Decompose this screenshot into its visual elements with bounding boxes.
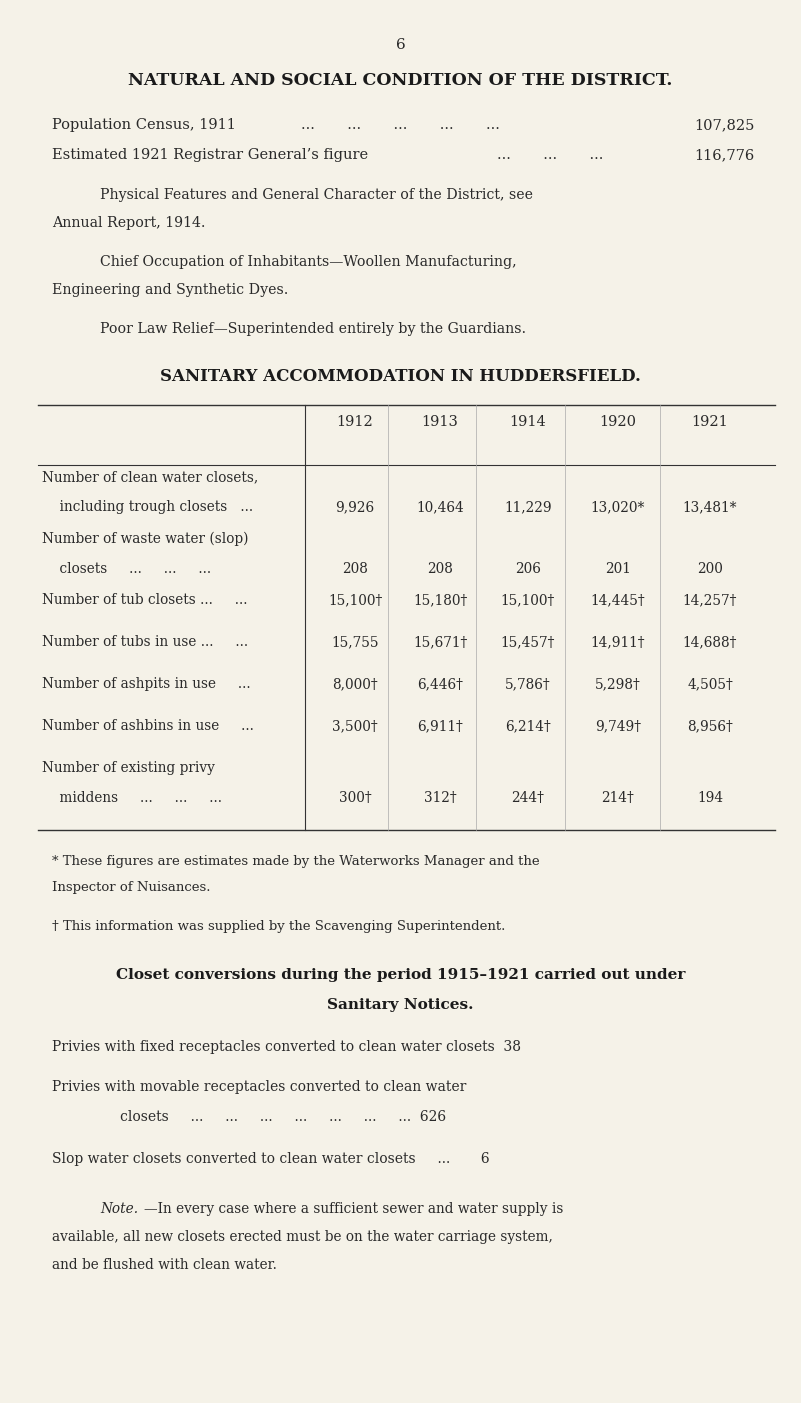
Text: 15,457†: 15,457† <box>501 636 555 650</box>
Text: 14,257†: 14,257† <box>682 593 737 607</box>
Text: 14,445†: 14,445† <box>590 593 646 607</box>
Text: Number of ashpits in use     ...: Number of ashpits in use ... <box>42 678 251 692</box>
Text: 1921: 1921 <box>691 415 728 429</box>
Text: 14,911†: 14,911† <box>591 636 646 650</box>
Text: and be flushed with clean water.: and be flushed with clean water. <box>52 1258 277 1273</box>
Text: Number of waste water (slop): Number of waste water (slop) <box>42 532 248 546</box>
Text: ...       ...       ...       ...       ...: ... ... ... ... ... <box>300 118 500 132</box>
Text: Chief Occupation of Inhabitants—Woollen Manufacturing,: Chief Occupation of Inhabitants—Woollen … <box>100 255 517 269</box>
Text: 14,688†: 14,688† <box>682 636 737 650</box>
Text: 4,505†: 4,505† <box>687 678 733 692</box>
Text: 3,500†: 3,500† <box>332 718 378 732</box>
Text: 6: 6 <box>396 38 405 52</box>
Text: 10,464: 10,464 <box>417 499 464 513</box>
Text: Privies with movable receptacles converted to clean water: Privies with movable receptacles convert… <box>52 1080 466 1094</box>
Text: 300†: 300† <box>339 791 372 805</box>
Text: * These figures are estimates made by the Waterworks Manager and the: * These figures are estimates made by th… <box>52 854 540 868</box>
Text: 11,229: 11,229 <box>504 499 552 513</box>
Text: 6,446†: 6,446† <box>417 678 463 692</box>
Text: 1912: 1912 <box>336 415 373 429</box>
Text: 8,000†: 8,000† <box>332 678 378 692</box>
Text: 107,825: 107,825 <box>694 118 755 132</box>
Text: 5,786†: 5,786† <box>505 678 551 692</box>
Text: Number of ashbins in use     ...: Number of ashbins in use ... <box>42 718 254 732</box>
Text: Estimated 1921 Registrar General’s figure: Estimated 1921 Registrar General’s figur… <box>52 147 368 161</box>
Text: 206: 206 <box>515 563 541 577</box>
Text: 13,020*: 13,020* <box>591 499 645 513</box>
Text: ...       ...       ...: ... ... ... <box>497 147 603 161</box>
Text: 244†: 244† <box>512 791 545 805</box>
Text: Sanitary Notices.: Sanitary Notices. <box>328 998 473 1012</box>
Text: Physical Features and General Character of the District, see: Physical Features and General Character … <box>100 188 533 202</box>
Text: 1914: 1914 <box>509 415 546 429</box>
Text: 9,749†: 9,749† <box>595 718 641 732</box>
Text: 15,671†: 15,671† <box>413 636 467 650</box>
Text: including trough closets   ...: including trough closets ... <box>42 499 253 513</box>
Text: Note.: Note. <box>100 1202 138 1216</box>
Text: 6,911†: 6,911† <box>417 718 463 732</box>
Text: middens     ...     ...     ...: middens ... ... ... <box>42 791 222 805</box>
Text: 15,180†: 15,180† <box>413 593 467 607</box>
Text: Engineering and Synthetic Dyes.: Engineering and Synthetic Dyes. <box>52 283 288 297</box>
Text: available, all new closets erected must be on the water carriage system,: available, all new closets erected must … <box>52 1230 553 1244</box>
Text: 5,298†: 5,298† <box>595 678 641 692</box>
Text: 13,481*: 13,481* <box>682 499 737 513</box>
Text: 6,214†: 6,214† <box>505 718 551 732</box>
Text: 208: 208 <box>427 563 453 577</box>
Text: Number of tub closets ...     ...: Number of tub closets ... ... <box>42 593 248 607</box>
Text: 200: 200 <box>697 563 723 577</box>
Text: Closet conversions during the period 1915–1921 carried out under: Closet conversions during the period 191… <box>116 968 685 982</box>
Text: Annual Report, 1914.: Annual Report, 1914. <box>52 216 206 230</box>
Text: 15,755: 15,755 <box>332 636 379 650</box>
Text: closets     ...     ...     ...: closets ... ... ... <box>42 563 211 577</box>
Text: 312†: 312† <box>424 791 457 805</box>
Text: 208: 208 <box>342 563 368 577</box>
Text: 116,776: 116,776 <box>694 147 755 161</box>
Text: 1913: 1913 <box>421 415 458 429</box>
Text: 15,100†: 15,100† <box>501 593 555 607</box>
Text: Number of tubs in use ...     ...: Number of tubs in use ... ... <box>42 636 248 650</box>
Text: 15,100†: 15,100† <box>328 593 382 607</box>
Text: 9,926: 9,926 <box>336 499 375 513</box>
Text: Population Census, 1911: Population Census, 1911 <box>52 118 235 132</box>
Text: 1920: 1920 <box>599 415 637 429</box>
Text: 8,956†: 8,956† <box>687 718 733 732</box>
Text: Inspector of Nuisances.: Inspector of Nuisances. <box>52 881 211 894</box>
Text: —In every case where a sufficient sewer and water supply is: —In every case where a sufficient sewer … <box>144 1202 563 1216</box>
Text: 201: 201 <box>605 563 631 577</box>
Text: SANITARY ACCOMMODATION IN HUDDERSFIELD.: SANITARY ACCOMMODATION IN HUDDERSFIELD. <box>160 368 641 384</box>
Text: NATURAL AND SOCIAL CONDITION OF THE DISTRICT.: NATURAL AND SOCIAL CONDITION OF THE DIST… <box>128 72 673 88</box>
Text: Slop water closets converted to clean water closets     ...       6: Slop water closets converted to clean wa… <box>52 1152 489 1166</box>
Text: closets     ...     ...     ...     ...     ...     ...     ...  626: closets ... ... ... ... ... ... ... 626 <box>120 1110 446 1124</box>
Text: † This information was supplied by the Scavenging Superintendent.: † This information was supplied by the S… <box>52 920 505 933</box>
Text: Number of clean water closets,: Number of clean water closets, <box>42 470 258 484</box>
Text: Privies with fixed receptacles converted to clean water closets  38: Privies with fixed receptacles converted… <box>52 1040 521 1054</box>
Text: 194: 194 <box>697 791 723 805</box>
Text: Number of existing privy: Number of existing privy <box>42 760 215 774</box>
Text: Poor Law Relief—Superintended entirely by the Guardians.: Poor Law Relief—Superintended entirely b… <box>100 323 526 335</box>
Text: 214†: 214† <box>602 791 634 805</box>
